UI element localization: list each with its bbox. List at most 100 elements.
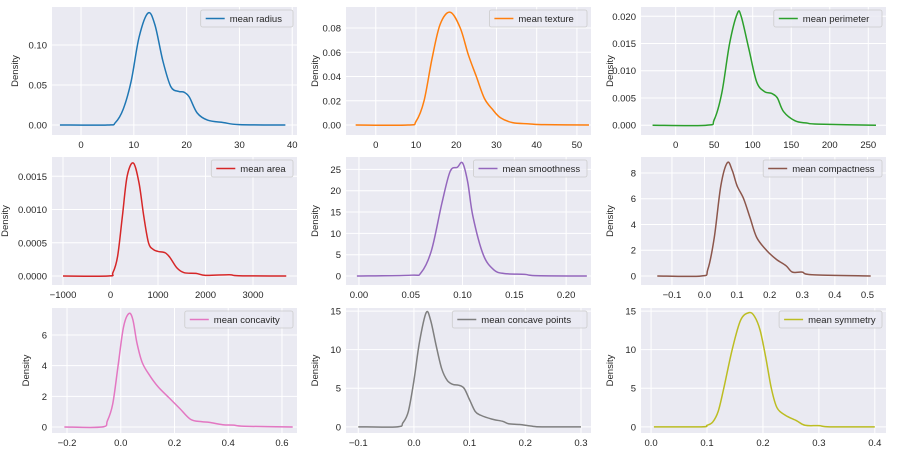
- density-curve-mean-texture: [355, 11, 589, 127]
- y-tick-label: 5: [631, 384, 636, 395]
- x-tick-label: 0.6: [275, 438, 288, 449]
- x-tick-label: 0.0: [644, 438, 657, 449]
- axes-background: [346, 157, 591, 285]
- y-axis-label: Density: [605, 205, 616, 237]
- legend-box: [773, 9, 883, 28]
- y-tick-label: 0.00: [323, 121, 342, 132]
- legend: mean concavity: [184, 310, 294, 329]
- axes-background: [641, 157, 886, 285]
- x-tick-label: 0.3: [796, 290, 809, 301]
- y-tick-label: 0.020: [612, 12, 636, 23]
- y-tick-label: 10: [625, 345, 636, 356]
- panel-mean-concavity: −0.2 0.0 0.2 0.4 0.6 0 2 4 6 Density mean concavit…: [21, 308, 297, 449]
- x-tick-label: 0.20: [557, 290, 576, 301]
- x-tick-label: 30: [234, 140, 245, 151]
- x-tick-label: 50: [709, 140, 720, 151]
- legend: mean radius: [200, 9, 294, 28]
- x-tick-label: 0.1: [731, 290, 744, 301]
- y-tick-label: 0.10: [29, 41, 48, 52]
- legend: mean perimeter: [773, 9, 883, 28]
- y-tick-label: 8: [631, 168, 636, 179]
- legend-label: mean concavity: [214, 315, 280, 326]
- density-curve-mean-compactness: [657, 161, 871, 278]
- axes-background: [52, 7, 297, 135]
- y-tick-label: 0: [42, 423, 47, 434]
- y-tick-label: 10: [330, 345, 341, 356]
- x-tick-label: 0: [108, 290, 113, 301]
- y-tick-label: 2: [631, 246, 636, 257]
- legend-box: [762, 159, 883, 178]
- x-tick-label: −1000: [50, 290, 77, 301]
- x-tick-label: −0.1: [663, 290, 682, 301]
- legend-label: mean perimeter: [803, 14, 870, 25]
- x-tick-label: 1000: [147, 290, 168, 301]
- y-tick-label: 20: [330, 186, 341, 197]
- y-axis-label: Density: [10, 55, 21, 87]
- y-tick-label: 6: [631, 194, 636, 205]
- legend-box: [210, 159, 294, 178]
- x-tick-label: 0.4: [868, 438, 881, 449]
- y-tick-label: 0: [631, 422, 636, 433]
- x-tick-label: 0.3: [574, 438, 587, 449]
- x-tick-label: 30: [491, 140, 502, 151]
- legend: mean concave points: [451, 310, 588, 329]
- panel-mean-texture: 0 10 20 30 40 50 0.00 0.02 0.04 0.06 0.08 Density me…: [310, 7, 591, 151]
- y-tick-label: 4: [42, 361, 47, 372]
- y-axis-label: Density: [605, 55, 616, 87]
- y-tick-label: 0: [336, 272, 341, 283]
- legend-label: mean compactness: [792, 164, 875, 175]
- x-tick-label: 0.2: [519, 438, 532, 449]
- x-tick-label: 10: [411, 140, 422, 151]
- y-tick-label: 0.05: [29, 81, 48, 92]
- legend: mean smoothness: [473, 159, 588, 178]
- x-tick-label: 0.2: [756, 438, 769, 449]
- y-tick-label: 2: [42, 392, 47, 403]
- y-axis-label: Density: [605, 354, 616, 386]
- panel-mean-area: −1000 0 1000 2000 3000 0.0000 0.0005 0.0010 0.00…: [0, 157, 297, 301]
- legend-label: mean radius: [230, 14, 283, 25]
- y-tick-label: 0.0010: [18, 205, 47, 216]
- density-curve-mean-radius: [59, 11, 286, 126]
- x-tick-label: −0.1: [349, 438, 368, 449]
- panel-mean-perimeter: 0 50 100 150 200 250 0.000 0.005 0.010 0.015 0.020…: [605, 7, 886, 151]
- x-tick-label: 200: [822, 140, 838, 151]
- x-tick-label: 0.0: [407, 438, 420, 449]
- x-tick-label: 0: [673, 140, 678, 151]
- y-tick-label: 5: [336, 384, 341, 395]
- x-tick-label: 2000: [195, 290, 216, 301]
- y-tick-label: 0: [631, 271, 636, 282]
- legend-label: mean concave points: [481, 315, 571, 326]
- legend-box: [778, 310, 883, 329]
- x-tick-label: 40: [287, 140, 298, 151]
- y-tick-label: 0.015: [612, 39, 636, 50]
- x-tick-label: 0.1: [463, 438, 476, 449]
- x-tick-label: 20: [181, 140, 192, 151]
- y-axis-label: Density: [310, 55, 321, 87]
- y-tick-label: 15: [330, 208, 341, 219]
- x-tick-label: 3000: [242, 290, 263, 301]
- x-tick-label: 0: [78, 140, 83, 151]
- y-tick-label: 0.04: [323, 72, 342, 83]
- y-tick-label: 4: [631, 220, 636, 231]
- y-axis-label: Density: [0, 205, 11, 237]
- panel-mean-compactness: −0.1 0.0 0.1 0.2 0.3 0.4 0.5 0 2 4 6 8 Density mean c…: [605, 157, 886, 301]
- x-tick-label: 10: [129, 140, 140, 151]
- y-tick-label: 0: [336, 422, 341, 433]
- x-tick-label: 0.15: [505, 290, 524, 301]
- x-tick-label: 0.3: [812, 438, 825, 449]
- legend-label: mean texture: [518, 14, 573, 25]
- y-tick-label: 25: [330, 165, 341, 176]
- y-tick-label: 0.02: [323, 96, 342, 107]
- panel-mean-concave-points: −0.1 0.0 0.1 0.2 0.3 0 5 10 15 Density mean concav…: [310, 307, 591, 449]
- y-tick-label: 15: [330, 307, 341, 318]
- y-tick-label: 0.005: [612, 93, 636, 104]
- density-curve-mean-area: [63, 162, 287, 278]
- x-tick-label: 20: [451, 140, 462, 151]
- axes-background: [346, 308, 591, 433]
- x-tick-label: 0.4: [828, 290, 841, 301]
- y-axis-label: Density: [310, 205, 321, 237]
- panel-mean-symmetry: 0.0 0.1 0.2 0.3 0.4 0 5 10 15 Density mean symmetr…: [605, 307, 886, 449]
- legend-box: [488, 9, 588, 28]
- x-tick-label: 0: [373, 140, 378, 151]
